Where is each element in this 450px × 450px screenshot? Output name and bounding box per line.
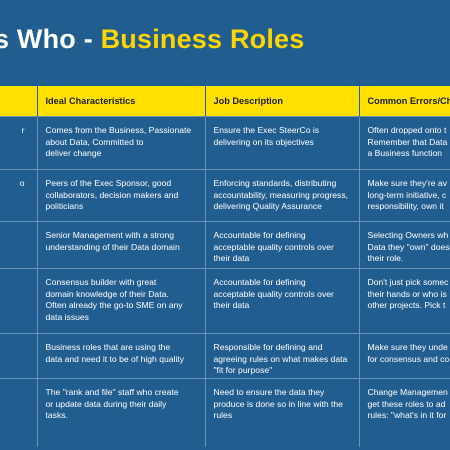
- cell-text-line: their hands or who is: [367, 288, 447, 299]
- description-cell: Ensure the Exec SteerCo is delivering on …: [205, 116, 360, 170]
- cell-text-line: produce is done so in line with the: [213, 398, 343, 409]
- cell-text-line: other projects. Pick t: [367, 300, 446, 311]
- characteristics-cell: Senior Management with a strong understan…: [37, 221, 206, 269]
- cell-text-line: understanding of their Data domain: [45, 241, 180, 252]
- cell-text-line: Accountable for defining: [213, 277, 306, 287]
- errors-cell: Often dropped onto t Remember that Data a …: [359, 116, 450, 170]
- description-cell: Accountable for defining acceptable quali…: [205, 221, 360, 269]
- errors-cell: Don't just pick somec their hands or who …: [359, 268, 450, 334]
- page-title: s Who - Business Roles: [0, 24, 304, 55]
- errors-cell: Make sure they're av long-term initiative…: [359, 169, 450, 222]
- description-cell: Responsible for defining and agreeing rul…: [205, 333, 360, 379]
- header-ideal-characteristics: Ideal Characteristics: [37, 86, 206, 117]
- table-body: r Comes from the Business, Passionate abou…: [0, 116, 450, 447]
- role-cell: r: [0, 116, 38, 170]
- cell-text-line: Selecting Owners wh: [367, 230, 449, 240]
- cell-text-line: their data: [213, 300, 250, 311]
- table-row: Consensus builder with great domain knowl…: [0, 268, 450, 334]
- cell-text-line: Consensus builder with great: [45, 277, 157, 287]
- header-role: Role: [0, 86, 38, 117]
- cell-text-line: accountability, measuring progress,: [213, 189, 349, 200]
- cell-text-line: their role.: [367, 253, 404, 264]
- cell-text-line: o: [19, 178, 25, 188]
- cell-text-line: a Business function: [367, 148, 443, 159]
- role-cell: [0, 378, 38, 447]
- cell-text-line: Business roles that are using the: [45, 342, 171, 352]
- cell-text-line: tasks.: [45, 410, 68, 421]
- cell-text-line: Accountable for defining: [213, 230, 306, 240]
- table-row: The "rank and file" staff who create or u…: [0, 378, 450, 447]
- cell-text-line: get these roles to ad: [367, 398, 446, 409]
- characteristics-cell: Business roles that are using the data an…: [37, 333, 206, 379]
- table-row: Business roles that are using the data an…: [0, 333, 450, 379]
- header-job-description: Job Description: [205, 86, 360, 117]
- characteristics-cell: Comes from the Business, Passionate about…: [37, 116, 206, 170]
- table-row: r Comes from the Business, Passionate abou…: [0, 116, 450, 170]
- cell-text-line: acceptable quality controls over: [213, 288, 334, 299]
- description-cell: Enforcing standards, distributing account…: [205, 169, 360, 222]
- table-row: Senior Management with a strong understan…: [0, 221, 450, 269]
- cell-text-line: The "rank and file" staff who create: [45, 387, 179, 397]
- cell-text-line: Change Managemen: [367, 387, 448, 397]
- cell-text-line: data issues: [45, 311, 89, 322]
- cell-text-line: Enforcing standards, distributing: [213, 178, 337, 188]
- cell-text-line: or update data during their daily: [45, 398, 167, 409]
- cell-text-line: Often already the go-to SME on any: [45, 300, 183, 311]
- cell-text-line: deliver change: [45, 148, 102, 159]
- role-cell: o: [0, 169, 38, 222]
- header-common-errors: Common Errors/Chal: [359, 86, 450, 117]
- cell-text-line: politicians: [45, 201, 84, 212]
- cell-text-line: Data they "own" does: [367, 241, 450, 252]
- characteristics-cell: The "rank and file" staff who create or u…: [37, 378, 206, 447]
- errors-cell: Selecting Owners wh Data they "own" does t…: [359, 221, 450, 269]
- roles-table: Role Ideal Characteristics Job Descripti…: [0, 86, 450, 447]
- cell-text-line: Don't just pick somec: [367, 277, 449, 287]
- cell-text-line: long-term initiative, c: [367, 189, 447, 200]
- page-title-highlight: Business Roles: [100, 24, 305, 54]
- cell-text-line: for consensus and co: [367, 353, 450, 364]
- table-header-row: Role Ideal Characteristics Job Descripti…: [0, 86, 450, 117]
- cell-text-line: r: [21, 125, 25, 135]
- cell-text-line: delivering on its objectives: [213, 136, 314, 147]
- cell-text-line: Senior Management with a strong: [45, 230, 175, 240]
- cell-text-line: delivering Quality Assurance: [213, 201, 322, 212]
- cell-text-line: about Data, Committed to: [45, 136, 144, 147]
- cell-text-line: rules: [213, 410, 233, 421]
- cell-text-line: Ensure the Exec SteerCo is: [213, 125, 320, 135]
- cell-text-line: "fit for purpose": [213, 365, 273, 376]
- cell-text-line: their data: [213, 253, 250, 264]
- cell-text-line: collaborators, decision makers and: [45, 189, 179, 200]
- description-cell: Need to ensure the data they produce is d…: [205, 378, 360, 447]
- cell-text-line: Responsible for defining and: [213, 342, 323, 352]
- role-cell: [0, 268, 38, 334]
- role-cell: [0, 333, 38, 379]
- characteristics-cell: Consensus builder with great domain knowl…: [37, 268, 206, 334]
- cell-text-line: Make sure they're av: [367, 178, 448, 188]
- errors-cell: Change Managemen get these roles to ad rul…: [359, 378, 450, 447]
- cell-text-line: acceptable quality controls over: [213, 241, 334, 252]
- role-cell: [0, 221, 38, 269]
- cell-text-line: data and need it to be of high quality: [45, 353, 185, 364]
- errors-cell: Make sure they unde for consensus and co: [359, 333, 450, 379]
- cell-text-line: Need to ensure the data they: [213, 387, 325, 397]
- cell-text-line: Often dropped onto t: [367, 125, 447, 135]
- cell-text-line: Make sure they unde: [367, 342, 448, 352]
- cell-text-line: rules: "what's in it for: [367, 410, 447, 421]
- cell-text-line: domain knowledge of their Data.: [45, 288, 169, 299]
- cell-text-line: Peers of the Exec Sponsor, good: [45, 178, 172, 188]
- description-cell: Accountable for defining acceptable quali…: [205, 268, 360, 334]
- cell-text-line: agreeing rules on what makes data: [213, 353, 348, 364]
- cell-text-line: Comes from the Business, Passionate: [45, 125, 192, 135]
- cell-text-line: Remember that Data: [367, 136, 448, 147]
- page-title-prefix: s Who -: [0, 24, 101, 54]
- roles-table-viewport: Role Ideal Characteristics Job Descripti…: [0, 86, 450, 450]
- cell-text-line: responsibility, own it: [367, 201, 444, 212]
- table-row: o Peers of the Exec Sponsor, good collabor…: [0, 169, 450, 222]
- characteristics-cell: Peers of the Exec Sponsor, good collabora…: [37, 169, 206, 222]
